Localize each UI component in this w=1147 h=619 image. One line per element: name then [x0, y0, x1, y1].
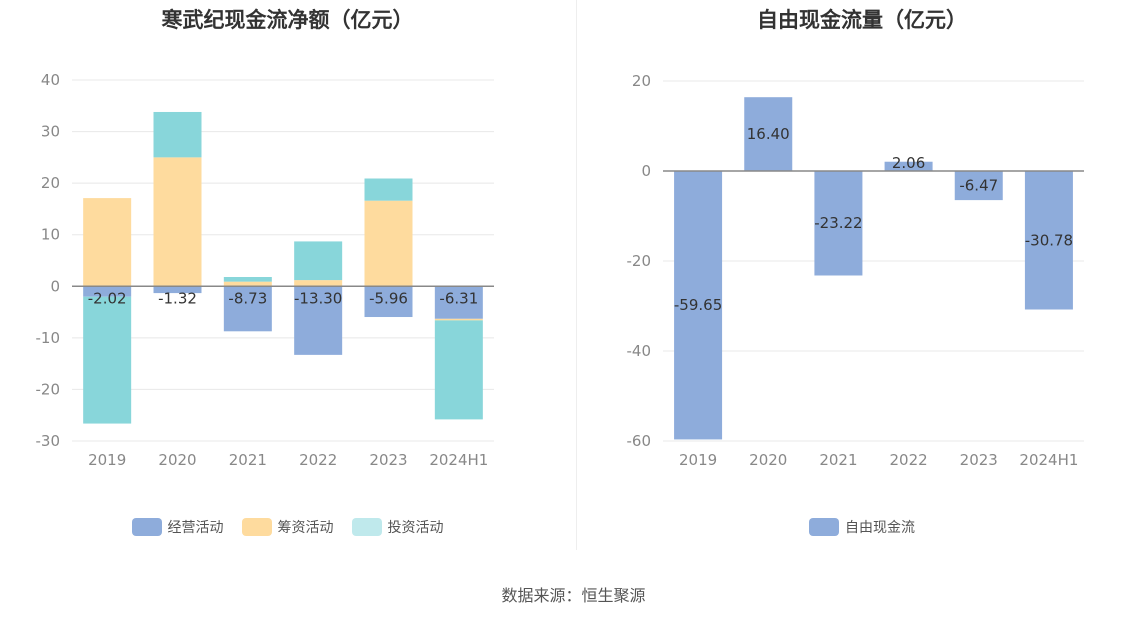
y-tick-label: -60	[627, 432, 652, 450]
x-tick-label: 2021	[819, 451, 857, 469]
bar	[434, 318, 483, 321]
bar	[83, 198, 132, 287]
bar	[83, 296, 132, 424]
y-tick-label: -20	[627, 252, 652, 270]
bar	[1024, 171, 1073, 310]
bar	[744, 97, 793, 171]
bar	[153, 157, 202, 287]
chart-title: 寒武纪现金流净额（亿元）	[161, 8, 414, 32]
y-tick-label: 10	[41, 226, 60, 244]
data-label: -13.30	[294, 289, 342, 307]
data-label: 16.40	[747, 125, 790, 143]
y-tick-label: 0	[641, 162, 651, 180]
bar	[153, 286, 202, 294]
data-label: 2.06	[892, 154, 925, 172]
y-tick-label: 30	[41, 123, 60, 141]
y-tick-label: -30	[36, 432, 61, 450]
legend-swatch-operating	[131, 518, 162, 536]
legend-label-financing: 筹资活动	[277, 520, 334, 536]
data-label: -6.47	[959, 177, 998, 195]
x-tick-label: 2020	[158, 451, 196, 469]
x-tick-label: 2022	[889, 451, 927, 469]
data-label: -23.22	[814, 214, 862, 232]
legend-item-free-cash-flow[interactable]: 自由现金流	[809, 517, 915, 537]
data-label: -5.96	[369, 289, 408, 307]
legend-label-operating: 经营活动	[167, 520, 224, 536]
bar	[223, 286, 272, 332]
x-tick-label: 2020	[749, 451, 787, 469]
x-tick-label: 2022	[299, 451, 337, 469]
bar	[364, 200, 413, 287]
bar	[294, 286, 343, 355]
x-tick-label: 2024H1	[1019, 451, 1078, 469]
free-cash-flow-panel: 自由现金流量（亿元） 20 0 -20 -40 -60 2019 2020 2021 2022 2…	[577, 0, 1147, 560]
cash-flow-net-chart: 40 30 20 10 0 -10 -20 -30 2019 2020 2021 2022 2023 20…	[36, 71, 494, 469]
data-label: -8.73	[228, 289, 267, 307]
legend-item-operating[interactable]: 经营活动	[131, 517, 224, 537]
y-tick-label: 40	[41, 71, 60, 89]
legend: 自由现金流	[577, 517, 1147, 537]
y-tick-label: 20	[632, 72, 651, 90]
bar	[364, 178, 413, 201]
x-tick-label: 2023	[960, 451, 998, 469]
bar	[83, 286, 132, 297]
bar	[954, 171, 1003, 201]
data-label: -30.78	[1025, 231, 1073, 249]
legend-label-investing: 投资活动	[387, 520, 444, 536]
bar	[294, 280, 343, 287]
legend-swatch-investing	[351, 518, 382, 536]
bar	[884, 161, 933, 171]
data-label: -6.31	[439, 289, 478, 307]
bar	[294, 241, 343, 281]
x-tick-label: 2021	[229, 451, 267, 469]
y-tick-label: -40	[627, 342, 652, 360]
data-label: -1.32	[158, 289, 197, 307]
x-tick-label: 2019	[88, 451, 126, 469]
bar	[364, 286, 413, 318]
x-tick-label: 2024H1	[429, 451, 488, 469]
y-tick-label: 20	[41, 174, 60, 192]
legend-swatch-financing	[241, 518, 272, 536]
legend: 经营活动 筹资活动 投资活动	[0, 517, 575, 537]
legend-swatch-free-cash-flow	[809, 518, 839, 536]
x-tick-label: 2019	[679, 451, 717, 469]
y-tick-label: 0	[50, 277, 60, 295]
bar	[223, 277, 272, 282]
chart-title: 自由现金流量（亿元）	[757, 8, 967, 32]
bar	[434, 320, 483, 420]
free-cash-flow-chart: 20 0 -20 -40 -60 2019 2020 2021 2022 2023 2024H1 -5…	[627, 72, 1084, 469]
bar	[153, 111, 202, 158]
x-tick-label: 2023	[369, 451, 407, 469]
bar	[434, 286, 483, 319]
data-label: -2.02	[88, 289, 127, 307]
bar	[223, 281, 272, 287]
data-source: 数据来源：恒生聚源	[501, 586, 646, 605]
legend-item-financing[interactable]: 筹资活动	[241, 517, 334, 537]
cash-flow-net-panel: 寒武纪现金流净额（亿元） 40 30 20 10 0 -10 -20 -30 2019 2020 2…	[0, 0, 575, 560]
data-label: -59.65	[674, 296, 722, 314]
bar	[674, 171, 723, 440]
panel-divider	[576, 0, 577, 550]
y-tick-label: -20	[36, 380, 61, 398]
y-tick-label: -10	[36, 329, 61, 347]
legend-item-investing[interactable]: 投资活动	[351, 517, 444, 537]
legend-label-free-cash-flow: 自由现金流	[845, 520, 915, 536]
bar	[814, 171, 863, 276]
